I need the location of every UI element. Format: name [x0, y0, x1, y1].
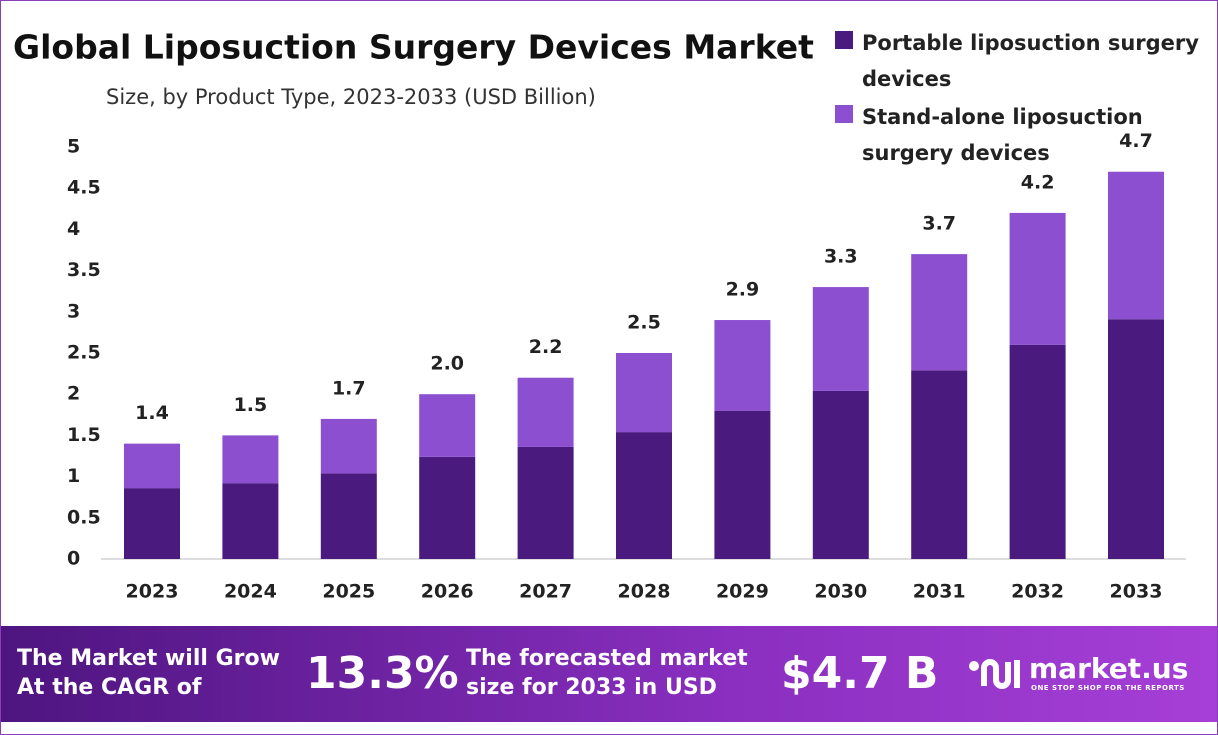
y-tick-label: 5 — [67, 136, 80, 158]
legend-swatch — [835, 31, 853, 49]
y-tick-label: 2 — [67, 383, 80, 405]
forecast-text: The forecasted market size for 2033 in U… — [466, 644, 748, 702]
bar-segment — [320, 418, 377, 474]
bar-segment — [517, 377, 574, 447]
y-tick-label: 4 — [67, 218, 80, 240]
cagr-text: The Market will Grow At the CAGR of — [17, 644, 280, 702]
forecast-value: $4.7 B — [781, 648, 939, 699]
total-label: 2.0 — [430, 353, 464, 375]
total-label: 2.9 — [726, 279, 760, 301]
y-tick-label: 2.5 — [67, 342, 101, 364]
total-label: 3.7 — [922, 213, 956, 235]
total-label: 1.4 — [135, 402, 169, 424]
forecast-line: The forecasted market — [466, 646, 748, 671]
x-tick-label: 2028 — [618, 581, 671, 603]
total-label: 3.3 — [824, 246, 858, 268]
x-tick-label: 2031 — [913, 581, 966, 603]
bar-segment — [1009, 212, 1066, 345]
x-tick-label: 2026 — [421, 581, 474, 603]
bar-segment — [616, 432, 672, 559]
legend-label: Portable liposuction surgery devices — [862, 31, 1199, 91]
bar-segment — [1108, 171, 1164, 320]
y-tick-label: 1 — [67, 465, 80, 487]
bar-segment — [124, 488, 180, 559]
y-tick-label: 4.5 — [67, 177, 101, 199]
chart-title: Global Liposuction Surgery Devices Marke… — [13, 28, 814, 67]
bar-segment — [419, 456, 476, 559]
bar-segment — [419, 394, 476, 457]
total-label: 4.7 — [1119, 130, 1153, 152]
bar-segment — [714, 410, 771, 559]
x-tick-label: 2033 — [1110, 581, 1163, 603]
y-tick-label: 1.5 — [67, 424, 101, 446]
bar-segment — [616, 353, 672, 433]
bar-segment — [124, 443, 180, 489]
brand-tagline: ONE STOP SHOP FOR THE REPORTS — [1031, 684, 1185, 692]
bar-segment — [911, 254, 968, 371]
forecast-line: size for 2033 in USD — [466, 675, 717, 700]
bar-segment — [911, 370, 968, 559]
x-tick-label: 2027 — [519, 581, 572, 603]
cagr-line: At the CAGR of — [17, 675, 202, 700]
brand-logo — [969, 659, 1020, 689]
y-tick-label: 3.5 — [67, 259, 101, 281]
x-tick-label: 2030 — [814, 581, 867, 603]
bar-segment — [812, 287, 869, 391]
y-tick-label: 3 — [67, 300, 80, 322]
bar-segment — [222, 483, 279, 559]
y-tick-label: 0 — [67, 548, 80, 570]
x-tick-label: 2023 — [126, 581, 179, 603]
brand-name: market.us — [1029, 652, 1189, 685]
chart-subtitle: Size, by Product Type, 2023-2033 (USD Bi… — [106, 85, 596, 109]
bar-segment — [1009, 344, 1066, 559]
y-tick-label: 0.5 — [67, 506, 101, 528]
x-tick-label: 2024 — [224, 581, 277, 603]
chart: Global Liposuction Surgery Devices Marke… — [13, 28, 1186, 603]
total-label: 1.7 — [332, 377, 366, 399]
bar-segment — [517, 446, 574, 559]
total-label: 1.5 — [234, 394, 268, 416]
cagr-value: 13.3% — [306, 648, 459, 699]
bar-segment — [222, 435, 279, 484]
legend-item: Stand-alone liposuction surgery devices — [835, 99, 1205, 171]
bar-segment — [320, 473, 377, 559]
total-label: 2.5 — [627, 312, 661, 334]
x-tick-label: 2029 — [716, 581, 769, 603]
total-label: 2.2 — [529, 336, 563, 358]
total-label: 4.2 — [1021, 171, 1055, 193]
bar-segment — [1108, 319, 1164, 559]
bar-segment — [714, 320, 771, 411]
x-tick-label: 2032 — [1011, 581, 1064, 603]
x-tick-label: 2025 — [322, 581, 375, 603]
cagr-line: The Market will Grow — [17, 646, 280, 671]
legend-label: Stand-alone liposuction surgery devices — [862, 105, 1143, 165]
legend-swatch — [835, 105, 853, 123]
legend-item: Portable liposuction surgery devices — [835, 25, 1205, 97]
bar-segment — [812, 390, 869, 559]
footer-banner: The Market will Grow At the CAGR of 13.3… — [1, 626, 1217, 722]
